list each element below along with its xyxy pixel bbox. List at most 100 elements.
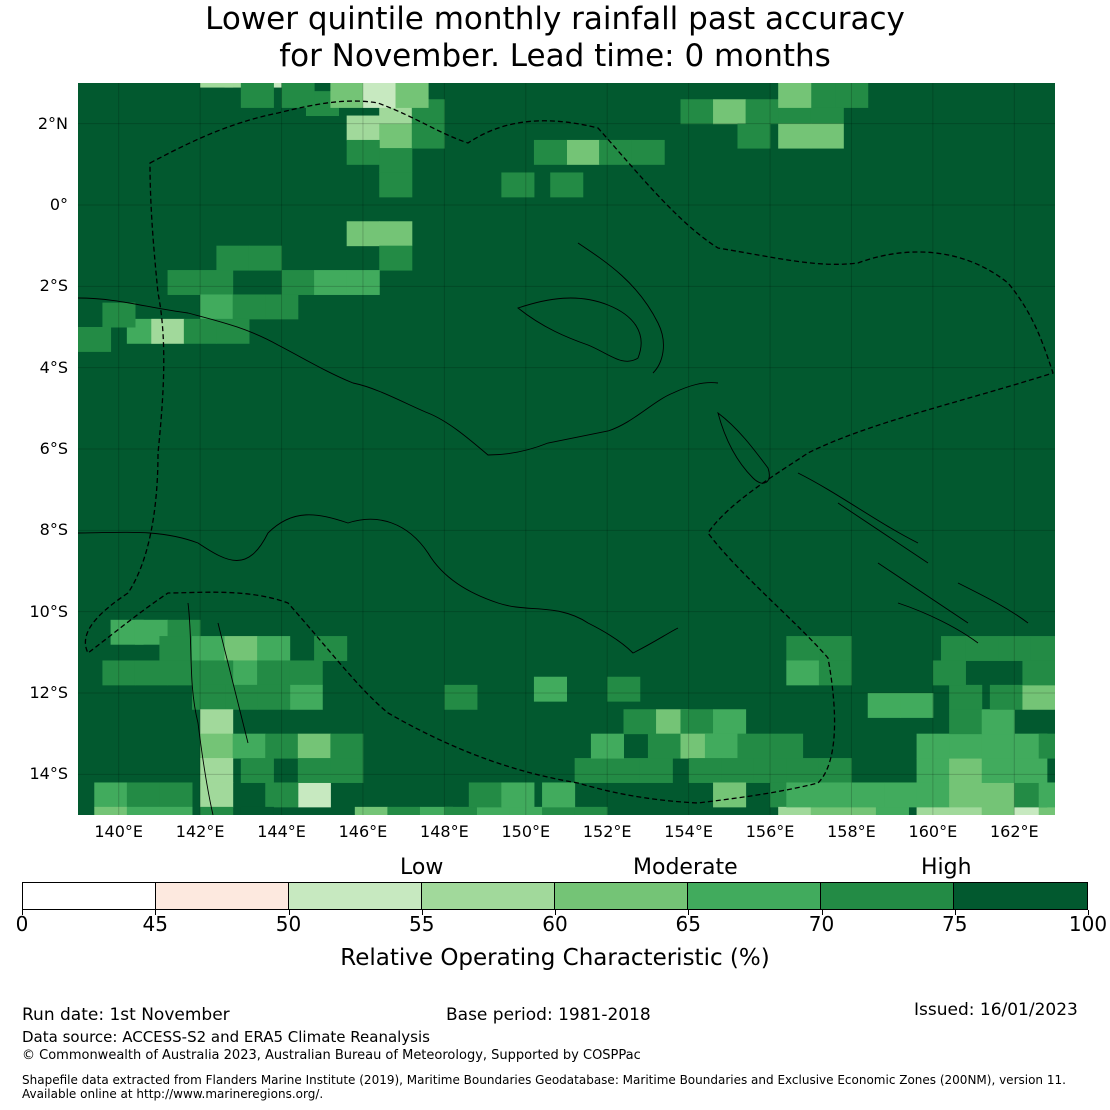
accuracy-cell: [574, 806, 608, 815]
accuracy-cell: [607, 758, 641, 783]
accuracy-cell: [623, 709, 657, 735]
accuracy-cell: [411, 123, 445, 149]
accuracy-cell: [265, 733, 299, 759]
accuracy-cell: [900, 693, 934, 718]
accuracy-cell: [916, 806, 950, 815]
accuracy-cell: [533, 139, 567, 165]
accuracy-cell: [94, 782, 128, 808]
colorbar-tick-mark: [555, 910, 556, 915]
eez-boundary-layer: [84, 100, 1054, 804]
accuracy-cell: [330, 83, 364, 108]
accuracy-cell: [330, 758, 364, 783]
accuracy-cell: [289, 684, 323, 710]
accuracy-cell: [981, 709, 1015, 735]
longitude-tick-label: 144°E: [257, 822, 306, 841]
accuracy-cell: [265, 782, 299, 808]
accuracy-cell: [240, 806, 274, 815]
accuracy-cell: [1014, 758, 1048, 783]
accuracy-cell: [476, 806, 511, 815]
accuracy-cell: [281, 270, 315, 295]
shapefile-credit-line2: Available online at http://www.marinereg…: [22, 1087, 324, 1101]
eez-boundary-png: [84, 100, 1054, 804]
accuracy-cell: [1014, 806, 1048, 815]
accuracy-cell: [257, 684, 291, 710]
accuracy-cell: [216, 245, 250, 271]
accuracy-cell: [248, 245, 283, 271]
accuracy-cell: [200, 83, 234, 88]
chart-title-line2: for November. Lead time: 0 months: [279, 38, 831, 74]
accuracy-cell: [981, 806, 1015, 815]
accuracy-cell: [240, 83, 274, 108]
accuracy-cell: [835, 83, 869, 108]
accuracy-cell: [159, 782, 193, 808]
accuracy-cell: [1038, 733, 1055, 759]
accuracy-cell: [949, 806, 983, 815]
accuracy-cell: [200, 782, 234, 808]
accuracy-cell: [737, 733, 771, 759]
accuracy-cell: [818, 660, 852, 686]
colorbar-tick-label: 55: [409, 912, 435, 936]
accuracy-cell: [745, 99, 779, 125]
category-label-high: High: [921, 855, 972, 880]
accuracy-cell: [200, 294, 234, 320]
accuracy-cell: [550, 172, 584, 198]
accuracy-cell: [281, 83, 315, 108]
latitude-tick-label: 4°S: [39, 357, 68, 377]
colorbar-tick-mark: [421, 910, 423, 915]
accuracy-cell: [786, 660, 820, 686]
accuracy-cell: [257, 636, 291, 661]
accuracy-cell: [151, 318, 185, 344]
accuracy-cell: [810, 806, 844, 815]
accuracy-cell: [444, 806, 478, 815]
data-source: Data source: ACCESS-S2 and ERA5 Climate …: [22, 1028, 430, 1046]
colorbar-tick-label: 70: [808, 912, 835, 936]
colorbar: [22, 882, 1088, 910]
colorbar-tick-label: 100: [1068, 912, 1108, 936]
coastline-cape-york: [187, 602, 249, 815]
colorbar-tick-label: 65: [675, 912, 701, 936]
accuracy-cell: [639, 758, 673, 783]
issued-date: Issued: 16/01/2023: [914, 1000, 1078, 1020]
accuracy-cell: [379, 172, 413, 198]
accuracy-cell: [778, 806, 812, 815]
longitude-tick-label: 148°E: [420, 822, 469, 841]
accuracy-cell: [346, 270, 380, 295]
accuracy-cell: [419, 806, 454, 815]
accuracy-cell: [379, 245, 413, 271]
map-canvas: [78, 83, 1055, 815]
accuracy-cell: [297, 782, 331, 808]
accuracy-cell: [200, 806, 234, 815]
accuracy-cell: [159, 806, 193, 815]
longitude-tick-label: 142°E: [175, 822, 225, 841]
colorbar-tick-mark: [821, 910, 823, 915]
accuracy-cells-layer: [78, 83, 1055, 815]
accuracy-cell: [688, 758, 722, 783]
accuracy-cell: [444, 684, 478, 710]
accuracy-cell: [501, 782, 535, 808]
accuracy-cell: [289, 660, 323, 686]
accuracy-cell: [574, 758, 608, 783]
accuracy-cell: [314, 270, 348, 295]
colorbar-tick-label: 0: [15, 912, 29, 936]
accuracy-cell: [224, 684, 258, 710]
category-label-low: Low: [400, 855, 444, 880]
accuracy-cell: [713, 782, 747, 808]
latitude-tick-label: 0°: [49, 195, 68, 214]
accuracy-cell: [1022, 684, 1055, 710]
accuracy-cell: [126, 782, 160, 808]
accuracy-cell: [753, 758, 787, 783]
shapefile-credit-line1: Shapefile data extracted from Flanders M…: [22, 1073, 1066, 1087]
accuracy-cell: [607, 676, 641, 702]
map-plot-area: [78, 83, 1055, 815]
accuracy-cell: [981, 733, 1015, 759]
accuracy-cell: [647, 733, 681, 759]
colorbar-tick-label: 50: [275, 912, 302, 936]
latitude-tick-label: 12°S: [29, 683, 68, 702]
coastline-solomon-islands: [797, 472, 1029, 644]
latitude-tick-label: 2°N: [37, 113, 68, 133]
accuracy-cell: [232, 294, 266, 320]
accuracy-cell: [183, 318, 217, 344]
accuracy-cell: [167, 660, 201, 686]
accuracy-cell: [126, 806, 160, 815]
accuracy-cell: [395, 83, 429, 108]
